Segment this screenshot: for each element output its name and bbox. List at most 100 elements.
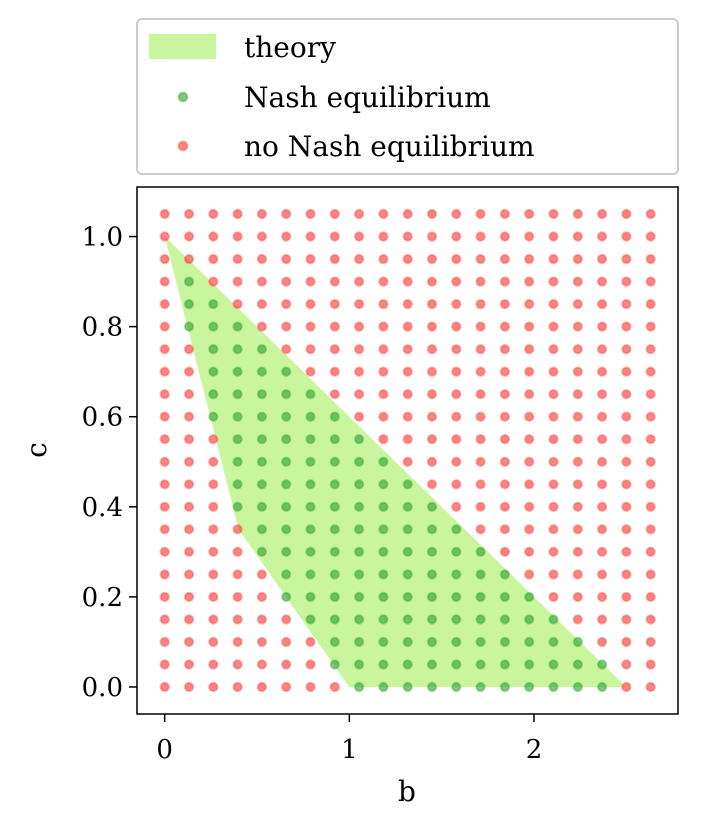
nash-point xyxy=(329,636,340,648)
no-nash-point xyxy=(281,344,292,355)
no-nash-point xyxy=(183,524,195,535)
no-nash-point xyxy=(305,344,316,355)
no-nash-point xyxy=(621,659,632,670)
nash-point xyxy=(572,636,583,648)
no-nash-point xyxy=(621,411,632,422)
no-nash-point xyxy=(305,321,316,332)
no-nash-point xyxy=(208,591,219,603)
no-nash-point xyxy=(402,366,413,377)
no-nash-point xyxy=(475,389,486,400)
nash-point xyxy=(548,659,559,670)
no-nash-point xyxy=(159,411,170,422)
no-nash-point xyxy=(208,231,219,242)
nash-point xyxy=(281,501,292,512)
nash-point xyxy=(305,389,316,400)
no-nash-point xyxy=(305,276,316,287)
no-nash-point xyxy=(524,479,535,490)
no-nash-point xyxy=(499,344,511,355)
no-nash-point xyxy=(475,366,486,377)
nash-point xyxy=(378,501,389,512)
no-nash-point xyxy=(645,276,656,287)
no-nash-point xyxy=(183,231,195,242)
no-nash-point xyxy=(499,389,511,400)
no-nash-point xyxy=(208,253,219,265)
no-nash-point xyxy=(451,208,462,220)
no-nash-point xyxy=(524,389,535,400)
no-nash-point xyxy=(621,614,632,625)
nash-point xyxy=(402,681,413,693)
nash-point xyxy=(329,569,340,580)
no-nash-point xyxy=(572,276,583,287)
scatter-points xyxy=(159,208,656,693)
nash-point xyxy=(183,276,195,287)
no-nash-point xyxy=(451,276,462,287)
no-nash-point xyxy=(281,253,292,265)
no-nash-point xyxy=(596,298,608,310)
no-nash-point xyxy=(232,546,243,557)
no-nash-point xyxy=(548,389,559,400)
nash-point xyxy=(281,569,292,580)
no-nash-point xyxy=(548,298,559,310)
no-nash-point xyxy=(159,591,170,603)
no-nash-point xyxy=(548,434,559,445)
no-nash-point xyxy=(183,591,195,603)
no-nash-point xyxy=(256,659,268,670)
nash-point xyxy=(183,298,195,310)
y-axis: 0.0 0.2 0.4 0.6 0.8 1.0 xyxy=(82,223,137,703)
nash-point xyxy=(281,434,292,445)
nash-point xyxy=(378,591,389,603)
no-nash-point xyxy=(524,546,535,557)
no-nash-point xyxy=(572,321,583,332)
no-nash-point xyxy=(183,456,195,467)
no-nash-point xyxy=(402,208,413,220)
no-nash-point xyxy=(572,366,583,377)
nash-point xyxy=(256,479,268,490)
no-nash-point xyxy=(426,276,438,287)
no-nash-point xyxy=(208,614,219,625)
no-nash-point xyxy=(596,456,608,467)
no-nash-point xyxy=(426,434,438,445)
nash-point xyxy=(426,524,438,535)
no-nash-point xyxy=(451,231,462,242)
no-nash-point xyxy=(208,456,219,467)
no-nash-point xyxy=(645,344,656,355)
nash-point xyxy=(426,614,438,625)
no-nash-point xyxy=(645,569,656,580)
no-nash-point xyxy=(353,253,365,265)
no-nash-point xyxy=(621,276,632,287)
no-nash-point xyxy=(256,681,268,693)
nash-point xyxy=(353,636,365,648)
no-nash-point xyxy=(548,208,559,220)
nash-point xyxy=(475,569,486,580)
nash-point xyxy=(524,591,535,603)
legend: theory Nash equilibrium no Nash equilibr… xyxy=(136,18,679,175)
nash-point xyxy=(353,456,365,467)
no-nash-point xyxy=(499,366,511,377)
no-nash-point xyxy=(208,208,219,220)
no-nash-point xyxy=(596,276,608,287)
no-nash-point xyxy=(256,276,268,287)
no-nash-point xyxy=(329,389,340,400)
no-nash-point xyxy=(621,546,632,557)
no-nash-point xyxy=(256,321,268,332)
no-nash-point xyxy=(499,524,511,535)
nash-point xyxy=(499,591,511,603)
no-nash-point xyxy=(159,344,170,355)
no-nash-point xyxy=(232,591,243,603)
no-nash-point xyxy=(572,298,583,310)
no-nash-point xyxy=(572,569,583,580)
no-nash-point xyxy=(645,253,656,265)
no-nash-point xyxy=(183,253,195,265)
no-nash-point xyxy=(451,434,462,445)
nash-point xyxy=(305,501,316,512)
nash-point xyxy=(499,614,511,625)
no-nash-point xyxy=(256,298,268,310)
no-nash-point xyxy=(572,614,583,625)
no-nash-point xyxy=(596,434,608,445)
no-nash-point xyxy=(499,434,511,445)
no-nash-point xyxy=(645,681,656,693)
no-nash-point xyxy=(159,298,170,310)
nash-point xyxy=(475,636,486,648)
nash-point xyxy=(208,389,219,400)
no-nash-point xyxy=(645,321,656,332)
